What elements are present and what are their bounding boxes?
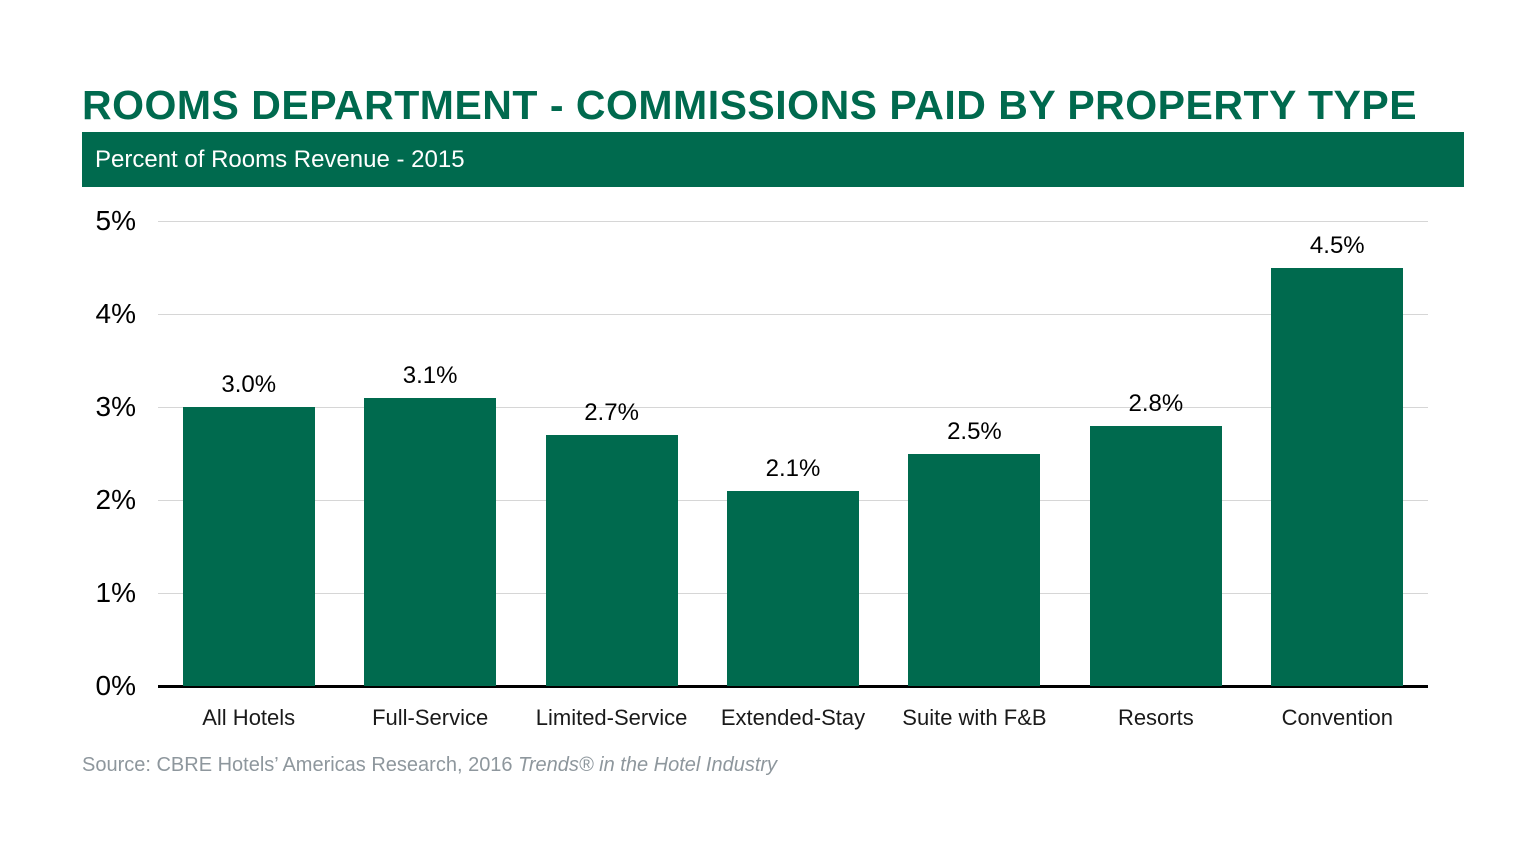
y-tick-label: 5% [95, 205, 136, 236]
bar-value-label: 2.7% [584, 398, 639, 426]
source-text: Source: CBRE Hotels’ Americas Research, … [82, 754, 519, 776]
source-note: Source: CBRE Hotels’ Americas Research, … [82, 754, 777, 777]
y-tick-label: 0% [95, 670, 136, 701]
source-text-italic: Trends® in the Hotel Industry [518, 754, 778, 776]
bar-value-label: 3.1% [402, 361, 458, 389]
x-axis-category-label: All Hotels [202, 705, 296, 730]
x-axis-category-label: Convention [1281, 705, 1393, 730]
gridline-4% [158, 314, 1428, 315]
y-tick-label: 1% [95, 577, 136, 608]
y-axis: 0% 1% 2% 3% 4% 5% [40, 205, 136, 701]
gridline-5% [158, 221, 1428, 222]
x-axis-category-label: Resorts [1117, 705, 1194, 730]
y-tick-label: 2% [95, 484, 136, 515]
bar-value-label: 2.8% [1128, 389, 1184, 417]
x-axis-line [158, 685, 1428, 688]
bar-convention [1271, 267, 1404, 686]
page-title: ROOMS DEPARTMENT - COMMISSIONS PAID BY P… [82, 82, 1418, 128]
bar-limited-service [545, 434, 678, 686]
y-tick-label: 3% [95, 391, 136, 422]
y-tick-label: 4% [95, 298, 136, 329]
gridline-3% [158, 407, 1428, 408]
x-axis-category-label: Extended-Stay [720, 705, 866, 730]
bar-value-label: 4.5% [1309, 231, 1365, 259]
bar-extended-stay [727, 490, 859, 686]
bar-chart-plot-area: 3.0% All Hotels 3.1% Full-Service 2.7% Limite… [158, 221, 1428, 730]
bar-resorts [1089, 425, 1222, 686]
x-axis-category-label: Limited-Service [535, 705, 688, 730]
bar-value-label: 3.0% [221, 371, 277, 398]
x-axis-category-label: Full-Service [372, 705, 489, 730]
bar-all-hotels [182, 407, 315, 686]
subtitle-banner: Percent of Rooms Revenue - 2015 [82, 132, 1464, 187]
bar-suite-with-f-b [908, 453, 1041, 686]
x-axis-category-label: Suite with F&B [902, 705, 1047, 730]
subtitle-text: Percent of Rooms Revenue - 2015 [95, 145, 465, 173]
bar-value-label: 2.1% [765, 454, 821, 482]
bar-full-service [364, 397, 497, 686]
bar-value-label: 2.5% [947, 417, 1002, 445]
